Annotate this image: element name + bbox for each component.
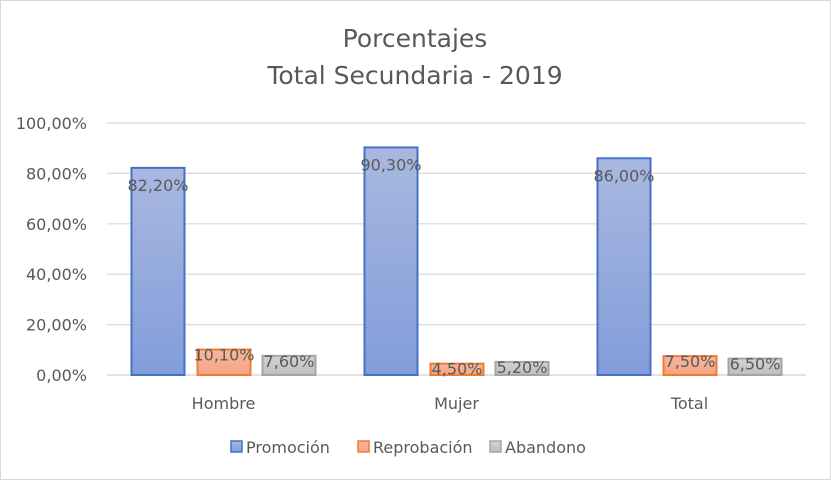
x-tick-label: Hombre: [192, 394, 256, 413]
bar-abandono-total: [727, 357, 783, 376]
chart-title-line-2: Total Secundaria - 2019: [266, 61, 562, 90]
legend-swatch: [357, 440, 370, 453]
data-label: 90,30%: [360, 155, 421, 174]
data-label: 5,20%: [497, 358, 548, 377]
y-tick-label: 100,00%: [16, 114, 87, 133]
data-label: 7,60%: [264, 352, 315, 371]
x-tick-label: Total: [670, 394, 708, 413]
legend-label: Promoción: [246, 438, 330, 457]
data-label: 7,50%: [665, 352, 716, 371]
bar-reprobación-mujer: [429, 362, 485, 377]
bar-abandono-hombre: [261, 354, 317, 376]
legend-label: Reprobación: [373, 438, 473, 457]
legend-swatch: [489, 440, 502, 453]
x-tick-label: Mujer: [434, 394, 479, 413]
bar-reprobación-total: [662, 355, 718, 377]
y-tick-label: 20,00%: [26, 316, 87, 335]
y-tick-label: 40,00%: [26, 265, 87, 284]
y-tick-label: 80,00%: [26, 164, 87, 183]
data-label: 86,00%: [593, 166, 654, 185]
data-label: 6,50%: [730, 355, 781, 374]
bar-promoción-total: [596, 157, 652, 376]
bar-promoción-hombre: [130, 166, 186, 376]
legend-swatch: [230, 440, 243, 453]
data-label: 10,10%: [193, 346, 254, 365]
bar-abandono-mujer: [494, 360, 550, 376]
bar-promoción-mujer: [363, 146, 419, 376]
y-tick-label: 0,00%: [36, 366, 87, 385]
legend-label: Abandono: [505, 438, 586, 457]
data-label: 4,50%: [432, 360, 483, 379]
bar-reprobación-hombre: [196, 348, 252, 377]
data-label: 82,20%: [127, 176, 188, 195]
chart-title-line-1: Porcentajes: [343, 24, 488, 53]
y-tick-label: 60,00%: [26, 215, 87, 234]
